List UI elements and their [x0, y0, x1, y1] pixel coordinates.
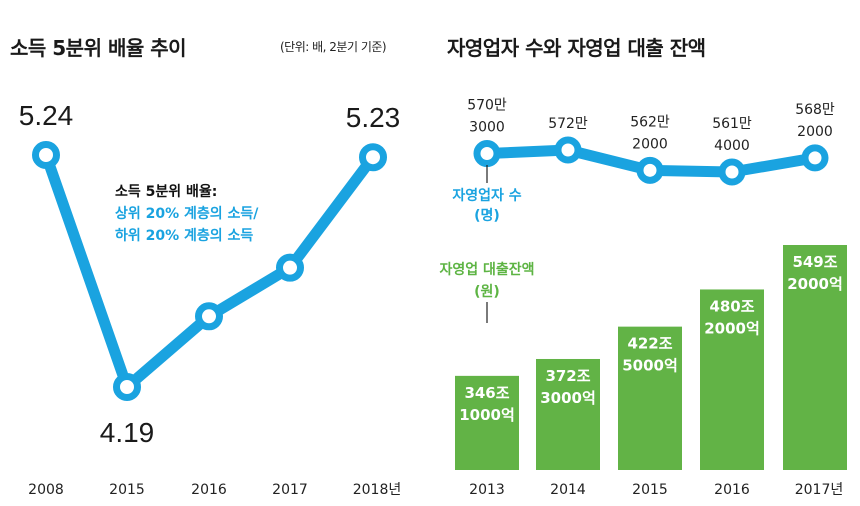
annotation-line-lower: 하위 20% 계층의 소득 [115, 227, 253, 244]
loan-balance-label: 480조 [709, 297, 754, 315]
income-ratio-data-label: 4.19 [100, 417, 155, 448]
annotation-title: 소득 5분위 배율: [115, 183, 217, 200]
income-ratio-point [359, 143, 387, 172]
left-x-tick-label: 2008 [28, 482, 64, 498]
loan-balance-bar [700, 289, 764, 470]
right-x-tick-label: 2013 [469, 482, 505, 498]
right-x-tick-label: 2014 [550, 482, 586, 498]
left-x-tick-label: 2016 [191, 482, 227, 498]
loan-balance-bar [455, 375, 519, 470]
left-x-tick-label: 2018년 [353, 482, 402, 498]
self-employed-count-point [636, 156, 664, 184]
self-employed-count-point [718, 158, 746, 186]
self-employed-count-point [554, 136, 582, 164]
right-x-tick-label: 2017년 [795, 482, 844, 498]
income-ratio-point [195, 302, 223, 331]
left-x-tick-label: 2015 [109, 482, 145, 498]
self-employed-count-label: 561만 [712, 116, 752, 132]
right-x-tick-label: 2016 [714, 482, 750, 498]
loan-balance-label: 346조 [464, 384, 509, 402]
loan-balance-label: 2000억 [704, 319, 760, 337]
loan-balance-bar [536, 358, 600, 470]
left-x-tick-label: 2017 [272, 482, 308, 498]
bar-legend-label: 자영업 대출잔액 [439, 261, 534, 278]
left-chart-unit-note: (단위: 배, 2분기 기준) [280, 40, 387, 54]
annotation-line-upper: 상위 20% 계층의 소득/ [115, 205, 259, 222]
self-employed-count-label: 4000 [714, 138, 750, 154]
right-chart-title: 자영업자 수와 자영업 대출 잔액 [447, 36, 706, 60]
self-employed-count-label: 2000 [797, 124, 833, 140]
self-employed-count-label: 572만 [548, 116, 588, 132]
loan-balance-label: 2000억 [787, 275, 843, 293]
self-employed-count-point [801, 144, 829, 172]
loan-balance-bar [783, 245, 847, 470]
income-ratio-point [32, 141, 60, 169]
loan-balance-bar [618, 326, 682, 470]
self-employed-chart: 346조 1000억 372조 3000억 422조 5000억 480조 2000억 549조… [439, 98, 847, 498]
income-ratio-point [113, 373, 141, 401]
loan-balance-label: 1000억 [459, 406, 515, 424]
self-employed-count-label: 2000 [632, 136, 668, 152]
income-ratio-point [276, 253, 304, 282]
self-employed-count-label: 562만 [630, 114, 670, 130]
line-legend-unit: (명) [474, 207, 500, 224]
income-ratio-data-label: 5.23 [346, 102, 401, 133]
self-employed-count-point [473, 140, 501, 168]
self-employed-count-label: 568만 [795, 102, 835, 118]
loan-balance-label: 372조 [545, 367, 590, 385]
loan-balance-label: 5000억 [622, 357, 678, 375]
line-legend-label: 자영업자 수 [452, 187, 521, 204]
self-employed-count-label: 570만 [467, 98, 507, 114]
loan-balance-label: 3000억 [540, 389, 596, 407]
bar-legend-unit: (원) [474, 284, 500, 300]
loan-balance-label: 422조 [627, 335, 672, 353]
income-ratio-data-label: 5.24 [19, 100, 74, 131]
left-chart-title: 소득 5분위 배율 추이 [10, 36, 187, 60]
income-ratio-chart: 5.24 4.19 5.23 2008 2015 2016 2017 2018년 소득 5분… [19, 100, 402, 498]
right-x-tick-label: 2015 [632, 482, 668, 498]
self-employed-count-label: 3000 [469, 120, 505, 136]
loan-balance-label: 549조 [792, 253, 837, 271]
